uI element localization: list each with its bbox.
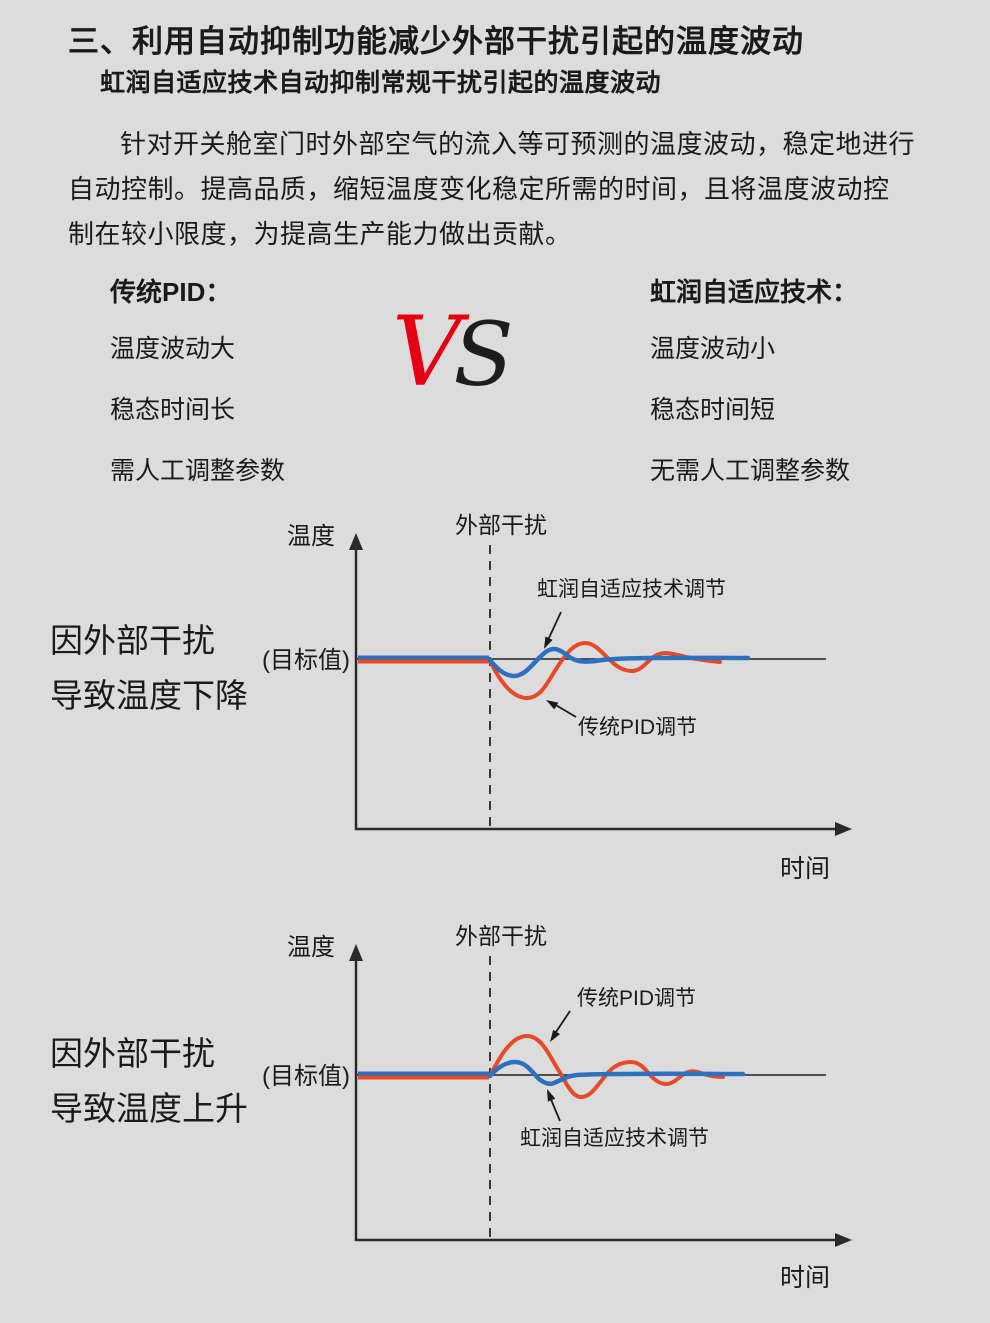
chart-side-label-line2: 导致温度下降 (50, 677, 248, 714)
adaptive-annotation-arrow (549, 1096, 561, 1122)
pid-curve (488, 641, 722, 700)
comparison-right-heading: 虹润自适应技术： (650, 277, 859, 307)
page-subtitle: 虹润自适应技术自动抑制常规干扰引起的温度波动 (100, 69, 662, 97)
y-axis-arrowhead (349, 944, 363, 961)
chart-side-label-line1: 因外部干扰 (50, 1035, 215, 1072)
pid-series-label: 传统PID调节 (578, 716, 697, 739)
x-axis-arrowhead (835, 1233, 852, 1247)
chart-side-label-line2: 导致温度上升 (50, 1090, 248, 1127)
y-axis-label: 温度 (287, 934, 335, 961)
comparison-right-column: 虹润自适应技术： 温度波动小 稳态时间短 无需人工调整参数 (650, 272, 858, 512)
adaptive-series-label: 虹润自适应技术调节 (537, 578, 726, 601)
adaptive-curve (487, 1059, 746, 1087)
disturbance-chart-cooling: 因外部干扰 导致温度下降 温度 外部干扰 (目标值) 时间 虹润自适应技术调节 … (50, 512, 852, 883)
chart-side-label-line1: 因外部干扰 (50, 622, 215, 659)
disturbance-label: 外部干扰 (455, 512, 547, 538)
paragraph-line-3: 制在较小限度，为提高生产能力做出贡献。 (68, 219, 572, 249)
vs-graphic: VS (392, 296, 514, 408)
intro-paragraph: 针对开关舱室门时外部空气的流入等可预测的温度波动，稳定地进行 自动控制。提高品质… (68, 122, 948, 257)
page-title: 三、利用自动抑制功能减少外部干扰引起的温度波动 (68, 24, 804, 59)
pid-annotation-arrow (553, 1010, 571, 1036)
y-axis-label: 温度 (287, 523, 335, 550)
comparison-left-item: 需人工调整参数 (110, 457, 286, 485)
x-axis-arrowhead (835, 822, 852, 836)
comparison-right-item: 温度波动小 (650, 335, 776, 363)
paragraph-line-2: 自动控制。提高品质，缩短温度变化稳定所需的时间，且将温度波动控 (68, 174, 890, 204)
target-value-label: (目标值) (262, 647, 350, 674)
x-axis-label: 时间 (780, 855, 830, 883)
comparison-left-item: 稳态时间长 (110, 396, 236, 424)
comparison-left-column: 传统PID： 温度波动大 稳态时间长 需人工调整参数 (110, 272, 285, 512)
adaptive-annotation-arrowhead (544, 636, 553, 649)
paragraph-line-1: 针对开关舱室门时外部空气的流入等可预测的温度波动，稳定地进行 (120, 129, 916, 159)
vs-letter-s: S (453, 303, 513, 406)
adaptive-series-label: 虹润自适应技术调节 (520, 1127, 709, 1150)
disturbance-label: 外部干扰 (455, 923, 547, 949)
x-axis-label: 时间 (780, 1264, 830, 1292)
comparison-right-item: 无需人工调整参数 (650, 457, 851, 485)
y-axis-arrowhead (349, 533, 363, 550)
pid-annotation-arrow (553, 703, 577, 718)
pid-series-label: 传统PID调节 (577, 987, 696, 1010)
comparison-left-item: 温度波动大 (110, 335, 236, 363)
vs-letter-v: V (392, 296, 461, 408)
adaptive-annotation-arrowhead (547, 1089, 556, 1102)
comparison-left-heading: 传统PID： (110, 277, 232, 307)
comparison-right-item: 稳态时间短 (650, 396, 776, 424)
pid-annotation-arrowhead (550, 1029, 560, 1042)
adaptive-annotation-arrow (547, 611, 562, 641)
disturbance-chart-heating: 因外部干扰 导致温度上升 温度 外部干扰 (目标值) 时间 传统PID调节 虹润… (50, 923, 852, 1292)
adaptive-curve (487, 646, 751, 679)
pid-annotation-arrowhead (546, 700, 559, 710)
target-value-label: (目标值) (262, 1063, 350, 1090)
